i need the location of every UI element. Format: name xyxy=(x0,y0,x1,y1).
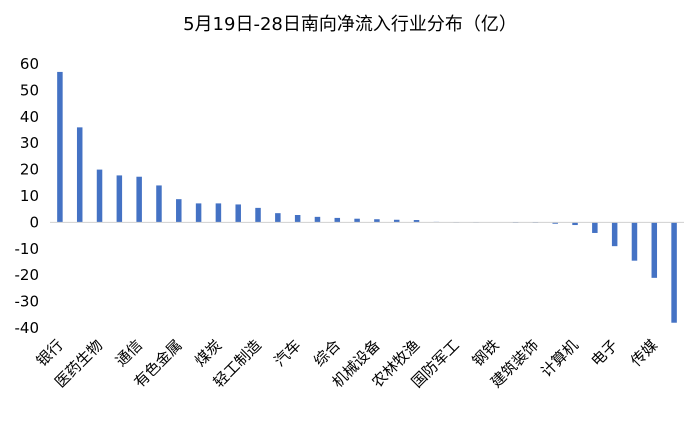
x-tick-label: 钢铁 xyxy=(469,336,503,370)
bar xyxy=(57,71,63,223)
y-tick-label: 40 xyxy=(20,108,39,126)
y-tick-label: -20 xyxy=(15,266,40,284)
x-tick-label: 综合 xyxy=(310,336,344,370)
chart-title: 5月19日-28日南向净流入行业分布（亿） xyxy=(183,14,517,35)
bar xyxy=(156,185,162,223)
y-tick-label: 50 xyxy=(20,81,39,99)
bar xyxy=(413,220,420,223)
bar xyxy=(611,222,618,247)
y-tick-label: -10 xyxy=(15,240,40,258)
x-tick-label: 通信 xyxy=(112,336,146,370)
y-tick-label: -30 xyxy=(15,293,40,311)
y-tick-label: 0 xyxy=(29,213,39,231)
x-tick-label: 汽车 xyxy=(271,336,305,370)
bar xyxy=(195,203,202,223)
x-tick-label: 传媒 xyxy=(627,336,661,370)
y-tick-label: 20 xyxy=(20,161,39,179)
x-tick-label: 银行 xyxy=(33,336,67,370)
bar xyxy=(235,204,241,223)
bar xyxy=(671,222,677,323)
bar xyxy=(631,222,638,261)
bar xyxy=(76,127,83,223)
x-tick-label: 计算机 xyxy=(537,336,582,381)
bar xyxy=(96,169,103,223)
x-tick-label: 电子 xyxy=(588,336,622,370)
bar xyxy=(334,217,341,223)
bar xyxy=(215,203,222,223)
y-tick-label: 10 xyxy=(20,187,39,205)
bar xyxy=(294,215,301,223)
bar xyxy=(374,219,380,223)
bar xyxy=(116,175,123,223)
bar xyxy=(354,218,360,223)
bar xyxy=(393,219,400,223)
bar xyxy=(651,222,658,278)
bar xyxy=(552,222,558,224)
bar xyxy=(136,176,142,223)
y-tick-label: -40 xyxy=(15,319,40,337)
y-tick-label: 60 xyxy=(20,55,39,73)
bar xyxy=(314,216,321,223)
bar xyxy=(255,207,261,223)
bar xyxy=(572,222,578,226)
x-tick-label: 煤炭 xyxy=(191,336,225,370)
bar xyxy=(275,213,281,223)
bar xyxy=(592,222,598,233)
bar xyxy=(176,199,182,223)
y-tick-label: 30 xyxy=(20,134,39,152)
